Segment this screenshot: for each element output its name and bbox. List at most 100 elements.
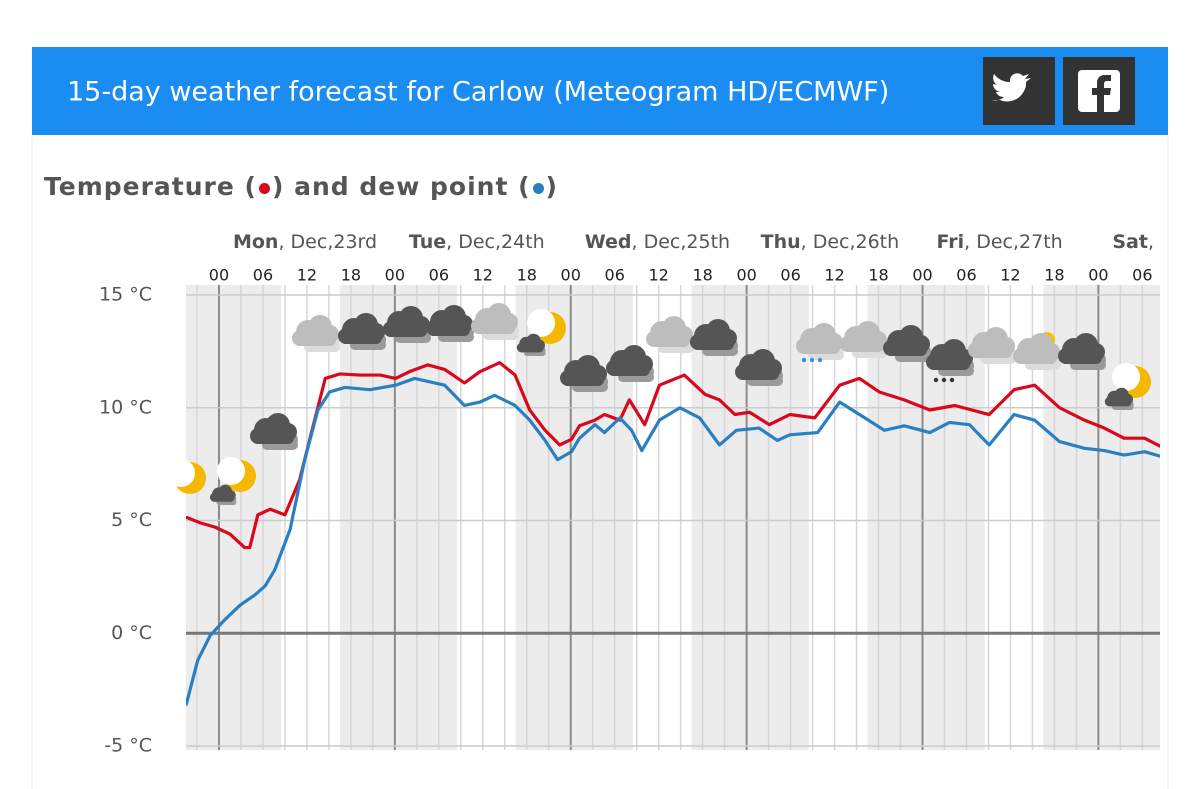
day-name: Sat <box>1112 231 1148 253</box>
puff <box>928 358 970 370</box>
x-tick-label: 00 <box>1088 266 1108 285</box>
puff <box>608 364 650 376</box>
puff <box>737 368 779 380</box>
x-tick-label: 06 <box>429 266 449 285</box>
puff <box>885 344 927 356</box>
cloud-icon <box>383 306 431 343</box>
x-tick-label: 06 <box>956 266 976 285</box>
chart-subtitle: Temperature ( ) and dew point () <box>44 172 558 201</box>
day-name: Fri <box>937 231 965 253</box>
day-name: Wed <box>585 231 632 253</box>
day-label: Fri, Dec,27th <box>937 231 1063 253</box>
day-label: Tue, Dec,24th <box>409 231 545 253</box>
cloud-icon <box>646 316 694 353</box>
cloud-icon <box>338 313 386 350</box>
night-shade <box>339 285 458 750</box>
x-tick-label: 18 <box>341 266 361 285</box>
puff <box>562 374 604 386</box>
day-label: Sat, <box>1112 231 1154 253</box>
day-date: , <box>1148 231 1154 253</box>
puff <box>692 338 734 350</box>
x-tick-label: 12 <box>473 266 493 285</box>
puff <box>648 335 690 347</box>
cloud-icon <box>292 315 340 352</box>
cloud-icon <box>690 319 738 356</box>
cloud-icon <box>560 355 608 392</box>
night-shade <box>186 285 282 750</box>
x-tick-label: 12 <box>648 266 668 285</box>
cloud-icon <box>606 345 654 382</box>
day-label: Thu, Dec,26th <box>761 231 900 253</box>
cloud-icon <box>250 413 298 450</box>
day-name: Tue <box>409 231 446 253</box>
x-tick-label: 06 <box>1132 266 1152 285</box>
puff <box>798 342 840 354</box>
day-date: , Dec,24th <box>446 231 545 253</box>
day-label: Mon, Dec,23rd <box>233 231 377 253</box>
puff <box>1015 352 1057 364</box>
x-tick-label: 00 <box>209 266 229 285</box>
cloud-icon <box>1104 387 1134 410</box>
twitter-button[interactable] <box>983 57 1055 125</box>
puff <box>970 346 1012 358</box>
puff <box>294 334 336 346</box>
puff <box>211 495 235 502</box>
cloud-icon <box>926 339 974 376</box>
puff <box>473 322 515 334</box>
day-label: Wed, Dec,25th <box>585 231 730 253</box>
day-date: , Dec,26th <box>801 231 900 253</box>
x-tick-label: 00 <box>912 266 932 285</box>
puff <box>1060 352 1102 364</box>
day-date: , Dec,25th <box>632 231 731 253</box>
rain-drop <box>941 377 947 383</box>
moon-cut <box>527 309 555 337</box>
rain-drop <box>817 357 823 363</box>
legend-dot <box>532 182 544 194</box>
puff <box>385 325 427 337</box>
rain-drop <box>949 377 955 383</box>
header-title: 15-day weather forecast for Carlow (Mete… <box>67 77 889 108</box>
header-bar <box>32 47 1168 135</box>
rain-drop <box>801 357 807 363</box>
cloud-icon <box>516 333 546 356</box>
subtitle-text: Temperature ( <box>44 172 257 201</box>
rain-drop <box>809 357 815 363</box>
x-tick-label: 06 <box>605 266 625 285</box>
moon-cut <box>167 459 195 487</box>
facebook-button[interactable] <box>1063 57 1135 125</box>
legend-dot <box>258 182 270 194</box>
cloud-icon <box>471 303 519 340</box>
rain-drop <box>933 377 939 383</box>
x-tick-label: 12 <box>1000 266 1020 285</box>
puff <box>842 340 884 352</box>
y-tick-label: -5 °C <box>104 735 152 757</box>
cloud-icon <box>883 325 931 362</box>
cloud-icon <box>1013 333 1061 370</box>
cloud-icon <box>426 305 474 342</box>
y-tick-label: 0 °C <box>111 622 152 644</box>
day-name: Mon <box>233 231 278 253</box>
y-tick-label: 5 °C <box>111 509 152 531</box>
puff <box>518 345 544 353</box>
day-date: , Dec,27th <box>964 231 1063 253</box>
y-tick-label: 15 °C <box>99 284 152 306</box>
puff <box>252 432 294 444</box>
moon-cut <box>217 457 245 485</box>
series-line <box>186 376 1160 706</box>
y-tick-label: 10 °C <box>99 396 152 418</box>
cloud-icon <box>968 327 1016 364</box>
subtitle-text: ) <box>545 172 558 201</box>
x-tick-label: 18 <box>868 266 888 285</box>
puff <box>428 324 470 336</box>
subtitle-text: ) and dew point ( <box>271 172 531 201</box>
day-name: Thu <box>761 231 801 253</box>
x-tick-label: 18 <box>692 266 712 285</box>
x-tick-label: 06 <box>253 266 273 285</box>
cloud-icon <box>796 323 844 360</box>
day-date: , Dec,23rd <box>278 231 377 253</box>
x-tick-label: 12 <box>824 266 844 285</box>
cloud-icon <box>209 484 237 505</box>
x-tick-label: 00 <box>561 266 581 285</box>
